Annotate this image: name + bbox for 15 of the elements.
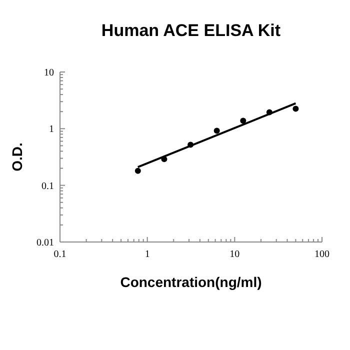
y-tick-label: 1: [49, 124, 54, 136]
y-axis-title: O.D.: [9, 142, 25, 172]
x-tick-label: 10: [230, 249, 240, 260]
point: [240, 118, 246, 124]
point: [134, 168, 141, 174]
chart-title: Human ACE ELISA Kit: [101, 21, 281, 40]
y-tick-label: 0.1: [42, 180, 54, 192]
y-tick-label: 0.01: [36, 238, 54, 248]
y-tick-label: 10: [44, 68, 54, 78]
x-tick-label: 100: [314, 249, 330, 260]
point: [292, 106, 299, 112]
x-tick-label: 0.1: [54, 249, 66, 260]
point: [214, 128, 220, 134]
x-axis-title: Concentration(ng/ml): [120, 274, 262, 290]
x-tick-label: 1: [144, 249, 150, 260]
